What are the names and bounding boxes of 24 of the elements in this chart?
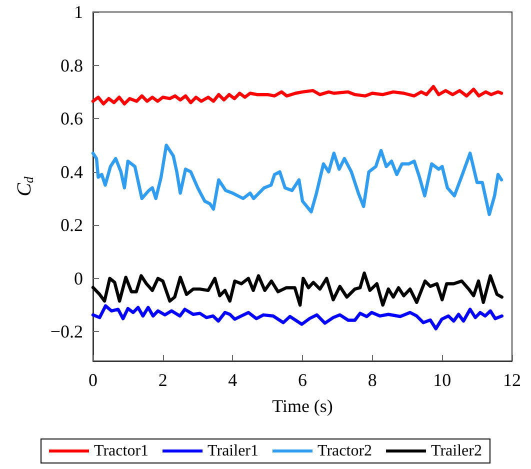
line-series: [91, 144, 504, 216]
x-tick-label: 8: [368, 370, 377, 390]
y-tick-label: 0.8: [60, 55, 83, 76]
legend-label: Trailer2: [431, 442, 482, 460]
legend-label: Tractor1: [94, 442, 149, 460]
x-tick-label: 2: [158, 370, 168, 390]
y-tick-label: −0.2: [50, 322, 83, 342]
x-tick-label: 10: [433, 370, 452, 390]
x-axis-title: Time (s): [272, 396, 333, 416]
y-axis-title: Cd: [14, 176, 36, 196]
y-tick-label: 1: [74, 2, 83, 22]
y-tick-label: 0.2: [60, 215, 83, 236]
x-tick-label: 12: [503, 370, 521, 390]
line-series: [91, 84, 504, 106]
y-tick-label: 0.4: [60, 162, 83, 182]
line-series: [91, 271, 504, 307]
y-tick-label: 0.6: [60, 108, 83, 129]
line-series: [91, 304, 504, 330]
x-tick-label: 4: [228, 370, 238, 390]
legend-label: Trailer1: [208, 442, 259, 460]
legend-label: Tractor2: [318, 442, 372, 460]
x-tick-label: 0: [88, 370, 98, 390]
x-tick-label: 6: [298, 370, 307, 390]
y-tick-label: 0: [74, 268, 83, 288]
